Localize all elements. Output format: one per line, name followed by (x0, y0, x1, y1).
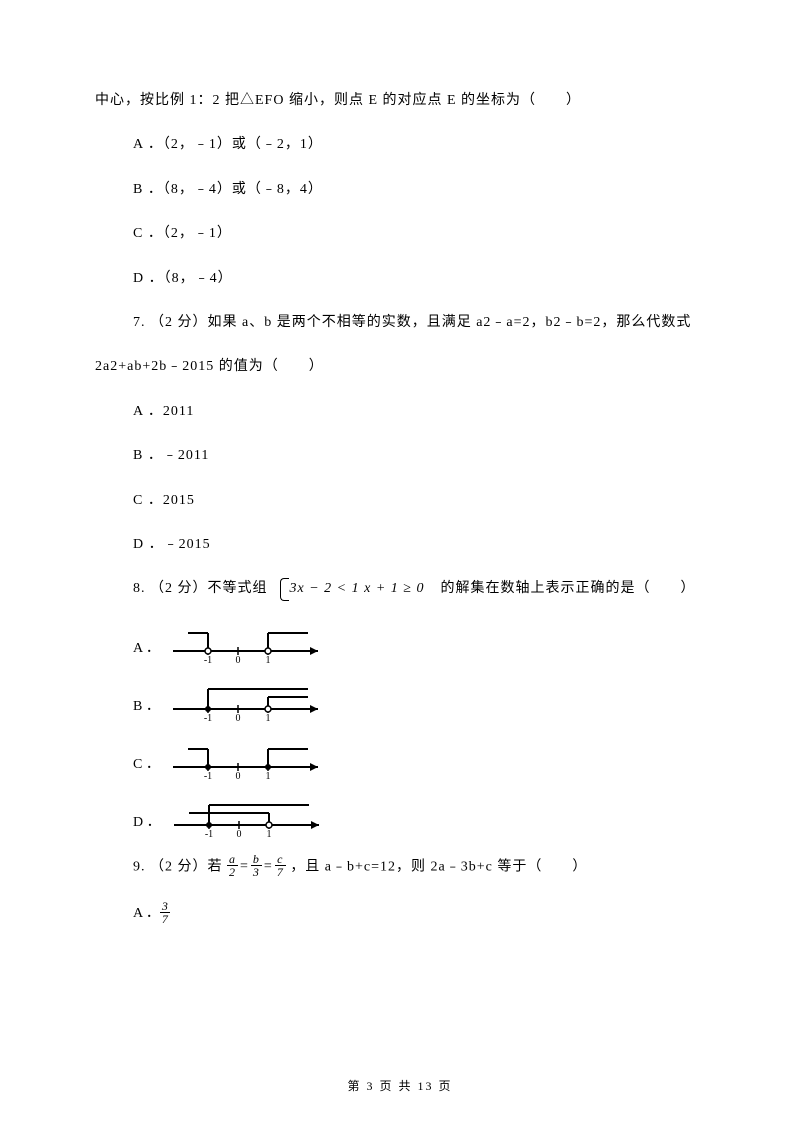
svg-text:1: 1 (265, 713, 270, 721)
fraction-c-over-7: c 7 (275, 853, 286, 878)
svg-text:0: 0 (236, 829, 241, 837)
q8-option-d: D ． -1 0 1 (95, 797, 705, 837)
svg-text:0: 0 (235, 655, 240, 663)
svg-text:-1: -1 (204, 829, 212, 837)
q9-option-a-label: A ． (133, 903, 160, 925)
svg-text:-1: -1 (204, 771, 212, 779)
number-line-c-icon: -1 0 1 (168, 739, 328, 779)
q9-option-a: A ． 3 7 (95, 902, 705, 927)
fraction-b-over-3: b 3 (251, 853, 262, 878)
svg-text:0: 0 (235, 713, 240, 721)
q8-option-c: C ． -1 0 1 (95, 739, 705, 779)
q8-prefix: 8. （2 分）不等式组 (133, 578, 268, 600)
svg-text:1: 1 (265, 655, 270, 663)
question-7-text-1: 7. （2 分）如果 a、b 是两个不相等的实数，且满足 a2﹣a=2，b2﹣b… (95, 312, 705, 334)
system-line-1: 3x − 2 < 1 (290, 581, 360, 596)
q9-prefix: 9. （2 分）若 (133, 859, 223, 874)
q6-option-b: B ．（8，﹣4）或（﹣8，4） (95, 179, 705, 201)
svg-text:1: 1 (266, 829, 271, 837)
question-6-continuation: 中心，按比例 1：2 把△EFO 缩小，则点 E 的对应点 E 的坐标为（ ） (95, 90, 705, 112)
inequality-system-icon: 3x − 2 < 1 x + 1 ≥ 0 (278, 578, 425, 600)
q7-option-b: B ．﹣2011 (95, 445, 705, 467)
number-line-a-icon: -1 0 1 (168, 623, 328, 663)
fraction-a-over-2: a 2 (227, 853, 238, 878)
q9-suffix: ，且 a﹣b+c=12，则 2a﹣3b+c 等于（ ） (290, 859, 587, 874)
question-9-text: 9. （2 分）若 a 2 = b 3 = c 7 ，且 a﹣b+c=12，则 … (95, 855, 705, 880)
q6-option-d: D ．（8，﹣4） (95, 268, 705, 290)
q8-option-d-label: D ． (133, 797, 161, 834)
q8-option-a: A ． -1 0 1 (95, 623, 705, 663)
svg-text:-1: -1 (204, 655, 212, 663)
q6-option-a: A ．（2，﹣1）或（﹣2，1） (95, 134, 705, 156)
svg-text:0: 0 (235, 771, 240, 779)
q8-option-c-label: C ． (133, 739, 160, 776)
q6-option-c: C ．（2，﹣1） (95, 223, 705, 245)
q7-option-a: A ．2011 (95, 401, 705, 423)
q8-option-b-label: B ． (133, 681, 160, 718)
q7-option-c: C ．2015 (95, 490, 705, 512)
question-8-text: 8. （2 分）不等式组 3x − 2 < 1 x + 1 ≥ 0 的解集在数轴… (95, 578, 705, 600)
q7-option-d: D ．﹣2015 (95, 534, 705, 556)
q8-option-a-label: A ． (133, 623, 160, 660)
svg-text:-1: -1 (204, 713, 212, 721)
system-line-2: x + 1 ≥ 0 (364, 581, 424, 596)
number-line-d-icon: -1 0 1 (169, 797, 329, 837)
fraction-3-over-7: 3 7 (160, 900, 170, 925)
q8-suffix: 的解集在数轴上表示正确的是（ ） (440, 578, 695, 600)
page-footer: 第 3 页 共 13 页 (0, 1077, 800, 1096)
question-7-text-2: 2a2+ab+2b﹣2015 的值为（ ） (95, 356, 705, 378)
number-line-b-icon: -1 0 1 (168, 681, 328, 721)
svg-text:1: 1 (265, 771, 270, 779)
q8-option-b: B ． -1 0 1 (95, 681, 705, 721)
